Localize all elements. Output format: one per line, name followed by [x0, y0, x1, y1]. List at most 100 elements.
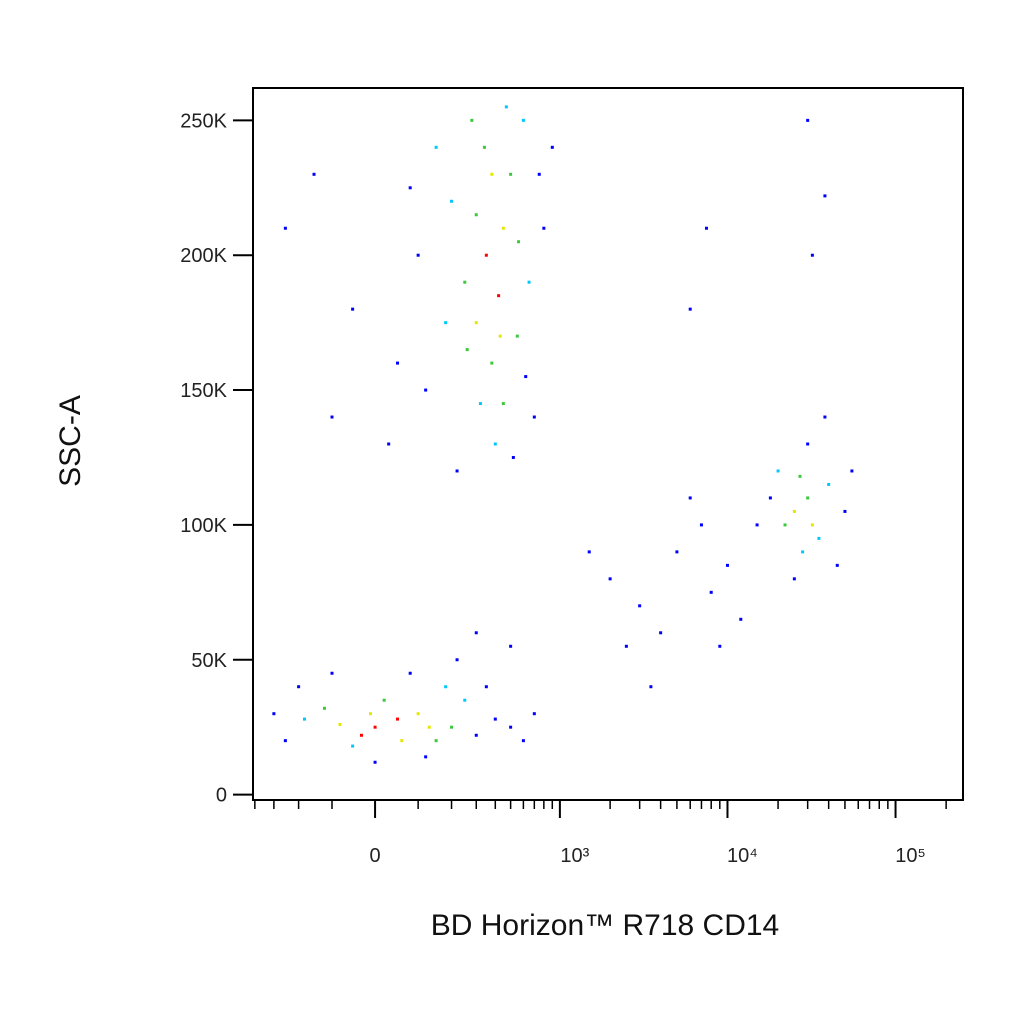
- event-dot: [850, 469, 854, 473]
- event-dot: [450, 199, 454, 203]
- event-dot: [521, 739, 525, 743]
- event-dot: [806, 442, 810, 446]
- event-dot: [484, 253, 488, 257]
- event-dot: [843, 509, 847, 513]
- event-dot: [699, 523, 703, 527]
- event-dot: [338, 722, 342, 726]
- x-tick-label: 10⁵: [895, 845, 926, 867]
- event-dot: [408, 186, 412, 190]
- event-dot: [835, 563, 839, 567]
- x-tick-label: 0: [370, 845, 381, 867]
- event-dot: [484, 685, 488, 689]
- event-dot: [424, 388, 428, 392]
- event-dot: [537, 172, 541, 176]
- event-dot: [532, 415, 536, 419]
- event-dot: [322, 706, 326, 710]
- event-dot: [474, 733, 478, 737]
- event-dot: [444, 321, 448, 325]
- event-dot: [312, 172, 316, 176]
- event-dot: [649, 685, 653, 689]
- event-dot: [792, 577, 796, 581]
- event-dot: [482, 145, 486, 149]
- event-dot: [501, 402, 505, 406]
- event-dot: [434, 739, 438, 743]
- event-dot: [455, 469, 459, 473]
- event-dot: [359, 733, 363, 737]
- event-dot: [330, 671, 334, 675]
- event-dot: [474, 213, 478, 217]
- event-dot: [776, 469, 780, 473]
- event-dot: [704, 226, 708, 230]
- event-dot: [783, 523, 787, 527]
- x-tick-label: 10⁴: [727, 845, 758, 867]
- event-dot: [455, 658, 459, 662]
- event-dot: [369, 712, 373, 716]
- event-dot: [755, 523, 759, 527]
- event-dot: [396, 717, 400, 721]
- event-dot: [474, 631, 478, 635]
- y-tick-label: 50K: [191, 650, 227, 672]
- event-dot: [408, 671, 412, 675]
- event-dot: [330, 415, 334, 419]
- event-dot: [587, 550, 591, 554]
- event-dot: [416, 253, 420, 257]
- event-dot: [801, 550, 805, 554]
- event-dot: [524, 375, 528, 379]
- event-dot: [550, 145, 554, 149]
- event-dot: [509, 725, 513, 729]
- event-dot: [709, 590, 713, 594]
- event-dot: [283, 226, 287, 230]
- y-axis-label: SSC-A: [54, 395, 87, 487]
- event-dot: [827, 482, 831, 486]
- event-dot: [823, 194, 827, 198]
- plot-frame: [252, 87, 964, 801]
- event-dot: [463, 698, 467, 702]
- event-dot: [497, 294, 501, 298]
- event-dot: [624, 644, 628, 648]
- event-dot: [490, 361, 494, 365]
- event-dot: [396, 361, 400, 365]
- event-dot: [465, 348, 469, 352]
- event-dot: [675, 550, 679, 554]
- event-dot: [490, 172, 494, 176]
- event-dot: [792, 509, 796, 513]
- event-dot: [768, 496, 772, 500]
- event-dot: [373, 725, 377, 729]
- y-tick-label: 250K: [180, 110, 227, 132]
- event-dot: [493, 442, 497, 446]
- event-dot: [659, 631, 663, 635]
- event-dot: [382, 698, 386, 702]
- event-dot: [424, 755, 428, 759]
- event-dot: [532, 712, 536, 716]
- event-dot: [297, 685, 301, 689]
- event-dot: [817, 536, 821, 540]
- event-dot: [470, 118, 474, 122]
- y-tick-label: 150K: [180, 380, 227, 402]
- event-dot: [521, 118, 525, 122]
- event-dot: [444, 685, 448, 689]
- event-dot: [806, 118, 810, 122]
- event-dot: [463, 280, 467, 284]
- event-dot: [498, 334, 502, 338]
- event-dot: [427, 725, 431, 729]
- event-dot: [608, 577, 612, 581]
- event-dot: [542, 226, 546, 230]
- event-dot: [474, 321, 478, 325]
- event-dot: [283, 739, 287, 743]
- event-dot: [515, 334, 519, 338]
- event-dot: [509, 644, 513, 648]
- event-dot: [688, 496, 692, 500]
- event-dot: [517, 240, 521, 244]
- event-dot: [450, 725, 454, 729]
- event-dot: [806, 496, 810, 500]
- event-dot: [478, 402, 482, 406]
- event-dot: [416, 712, 420, 716]
- event-dot: [400, 739, 404, 743]
- event-dot: [302, 717, 306, 721]
- event-dot: [501, 226, 505, 230]
- event-dot: [725, 563, 729, 567]
- event-dot: [373, 760, 377, 764]
- y-tick-label: 100K: [180, 515, 227, 537]
